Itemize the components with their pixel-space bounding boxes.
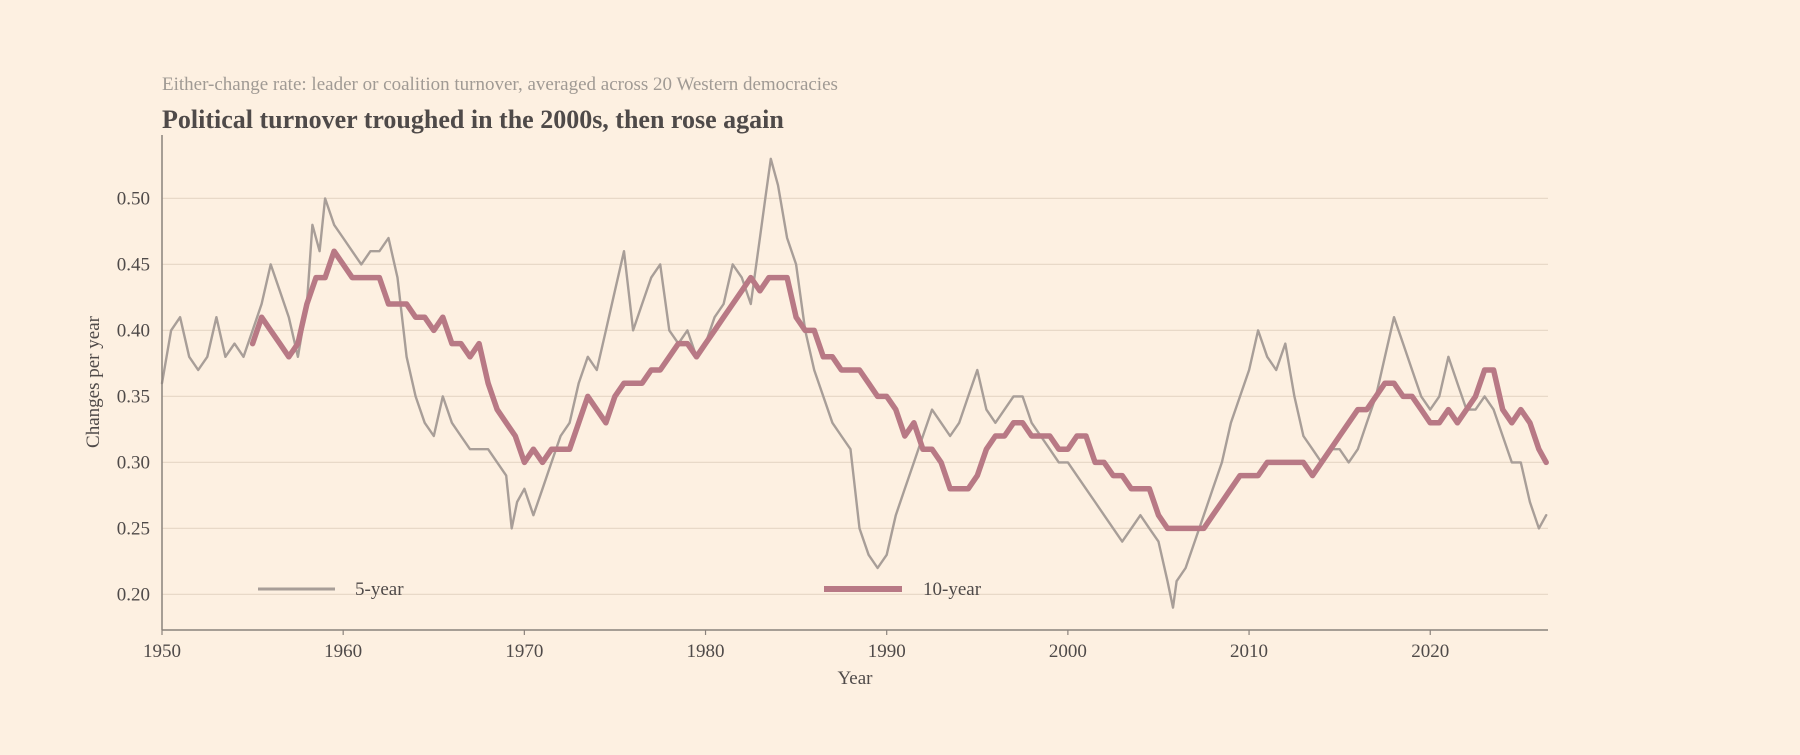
y-tick-label: 0.45 [117, 254, 150, 275]
y-tick-label: 0.50 [117, 188, 150, 209]
series-line-10-year [249, 248, 1549, 532]
y-axis-label: Changes per year [83, 315, 104, 448]
x-tick-label: 1960 [324, 641, 362, 662]
legend: 5-year 10-year [258, 579, 982, 600]
chart-title: Political turnover troughed in the 2000s… [162, 105, 784, 134]
y-tick-label: 0.40 [117, 320, 150, 341]
series-line-5-year [160, 157, 1548, 609]
y-tick-label: 0.30 [117, 452, 150, 473]
legend-label-5-year: 5-year [355, 579, 404, 600]
x-tick-label: 2020 [1411, 641, 1449, 662]
x-tick-label: 2010 [1230, 641, 1268, 662]
x-axis-ticks: 1950 1960 1970 1980 1990 2000 2010 2020 [143, 630, 1449, 662]
x-tick-label: 2000 [1049, 641, 1087, 662]
x-tick-label: 1950 [143, 641, 181, 662]
y-tick-label: 0.20 [117, 584, 150, 605]
y-tick-label: 0.35 [117, 386, 150, 407]
x-tick-label: 1980 [687, 641, 725, 662]
x-axis-label: Year [837, 668, 873, 689]
x-tick-label: 1990 [868, 641, 906, 662]
series-lines [160, 157, 1549, 609]
gridlines [162, 197, 1548, 595]
x-tick-label: 1970 [505, 641, 543, 662]
y-tick-label: 0.25 [117, 518, 150, 539]
chart-subtitle: Either-change rate: leader or coalition … [162, 74, 838, 95]
y-axis-ticks: 0.20 0.25 0.30 0.35 0.40 0.45 0.50 [117, 188, 150, 605]
legend-label-10-year: 10-year [923, 579, 982, 600]
